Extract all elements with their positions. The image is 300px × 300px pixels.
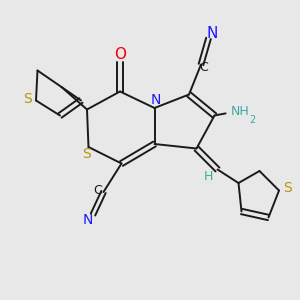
Text: H: H <box>204 169 213 183</box>
Text: N: N <box>82 213 93 227</box>
Text: S: S <box>283 181 292 194</box>
Text: C: C <box>94 184 103 197</box>
Text: NH: NH <box>231 105 250 119</box>
Text: O: O <box>114 47 126 62</box>
Text: N: N <box>151 93 161 106</box>
Text: S: S <box>23 92 32 106</box>
Text: C: C <box>200 61 208 74</box>
Text: N: N <box>206 26 218 41</box>
Text: 2: 2 <box>250 115 256 125</box>
Text: S: S <box>82 147 91 160</box>
